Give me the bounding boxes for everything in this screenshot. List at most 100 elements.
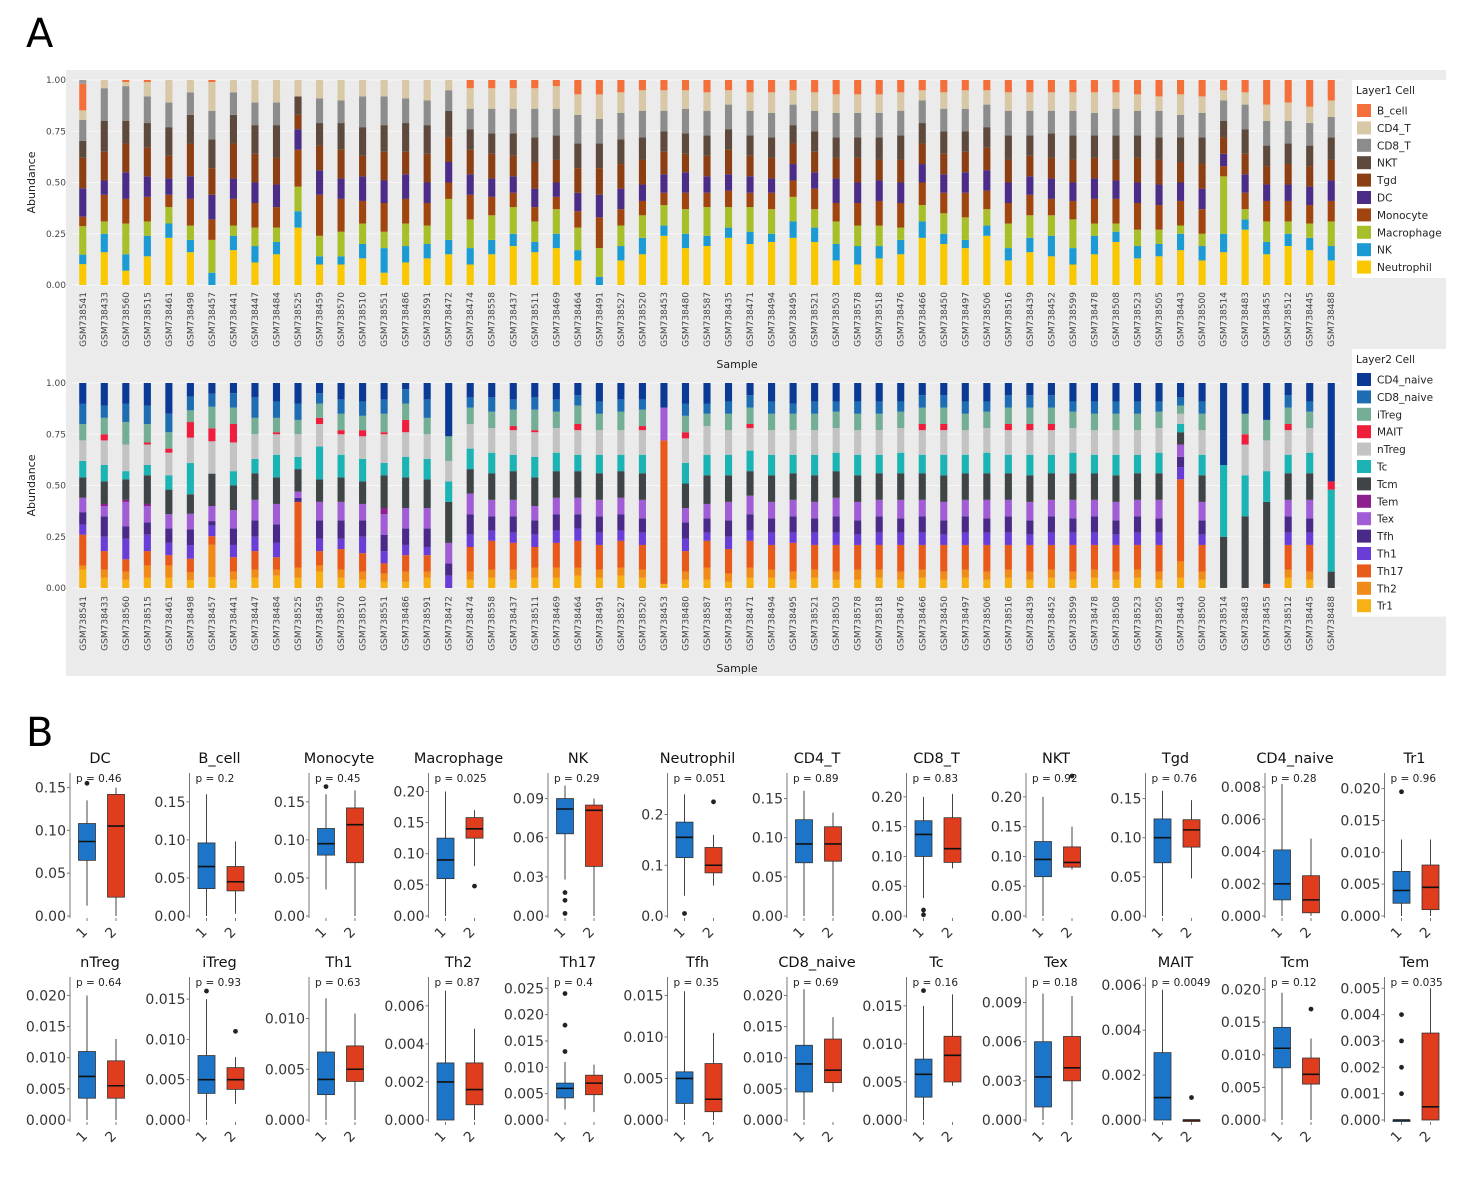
y-tick-label: 0.00 [46,281,66,291]
bar-segment-Tcm [315,479,324,502]
bar-segment-Th17 [1263,583,1271,588]
bar-segment-CD4_T [423,80,431,101]
bar-GSM738591 [423,383,431,588]
bar-segment-Neutrophil [811,241,819,285]
bar-segment-NKT [638,137,646,160]
bar-segment-Tgd [638,159,646,185]
bar-segment-Macrophage [724,207,733,228]
bar-segment-Tfh [509,516,517,533]
y-tick-label: 0.75 [46,430,66,440]
bar-segment-Tr1 [875,577,883,588]
bar-segment-CD4_naive [983,383,991,402]
bar-segment-Th2 [79,565,87,570]
x-tick-label: GSM738587 [703,292,713,347]
bar-segment-Macrophage [811,209,819,228]
bar-segment-Tc [552,452,560,472]
bar-segment-Tcm [509,471,517,500]
bar-segment-CD4_T [574,94,582,115]
bar-GSM738541 [79,80,87,285]
bar-segment-B_cell [1069,80,1077,93]
bar-segment-CD4_naive [595,383,603,402]
bar-segment-Th1 [1155,532,1163,545]
bar-segment-MAIT [918,424,926,431]
bar-segment-CD8_naive [79,403,87,424]
y-tick-label: 0.15 [154,795,185,811]
bar-segment-Tex [337,501,345,521]
bar-segment-Tgd [832,157,840,179]
bar-segment-Monocyte [875,200,883,226]
outlier-point [562,910,568,916]
bar-segment-Tc [595,454,603,474]
bar-segment-Th1 [574,528,582,541]
y-tick-label: 0.002 [384,1075,424,1091]
bar-segment-NK [315,256,324,265]
bar-segment-CD8_naive [1112,401,1120,414]
y-tick-label: 0.10 [154,833,185,849]
bar-segment-Tgd [854,157,862,183]
panel-label-b: B [26,710,53,756]
bar-segment-Tr1 [1133,577,1142,588]
bar-segment-MAIT [380,432,388,435]
bar-segment-Tc [811,454,819,476]
bar-GSM738497 [961,383,969,588]
bar-segment-Monocyte [402,198,410,224]
y-tick-label: 0.05 [752,870,783,886]
bar-segment-CD8_naive [1133,401,1142,414]
bar-segment-CD4_naive [961,383,969,402]
bar-segment-CD8_T [768,112,776,138]
bar-segment-Tex [746,495,754,515]
p-value: p = 0.16 [913,977,959,989]
x-tick-label: GSM738469 [552,292,562,347]
bar-segment-CD4_T [1047,92,1055,111]
bar-segment-CD4_T [961,90,969,109]
x-tick-label: 2 [102,924,120,942]
y-tick-label: 0.15 [393,816,424,832]
bar-segment-Th17 [961,544,969,570]
bar-segment-NKT [854,137,862,158]
bar-segment-Th2 [746,567,754,578]
y-tick-label: 0.020 [504,1008,544,1024]
bar-GSM738450 [940,80,948,285]
bar-segment-MAIT [1026,424,1034,431]
bar-segment-Th2 [1026,571,1034,580]
bar-segment-CD8_T [897,110,905,136]
bar-segment-Macrophage [1306,223,1314,238]
bar-GSM738447 [251,383,259,588]
bar-segment-Tcm [1263,501,1271,584]
x-tick-label: 2 [1297,924,1315,942]
bar-segment-MAIT [1284,424,1292,431]
legend-label: Tc [1376,462,1388,474]
bar-segment-CD4_naive [466,383,474,398]
outlier-point [562,897,568,903]
bar-segment-B_cell [617,80,625,93]
box-group-1 [317,828,335,856]
bar-segment-CD4_naive [768,383,776,402]
bar-segment-Tcm [531,477,539,506]
bar-segment-nTreg [940,430,948,455]
legend-swatch [1357,529,1371,543]
bar-segment-Monocyte [811,188,819,210]
bar-segment-Tex [552,497,560,515]
y-tick-label: 0.010 [1340,845,1380,861]
bar-segment-Tc [746,450,754,472]
y-tick-label: 0.006 [1221,812,1261,828]
bar-GSM738439 [1026,80,1034,285]
box-group-1 [1392,870,1411,904]
bar-GSM738486 [402,80,410,285]
bar-GSM738435 [724,80,733,285]
x-tick-label: GSM738466 [918,292,928,347]
bar-segment-Tcm [1047,473,1055,500]
bar-segment-CD4_T [531,88,539,109]
bar-segment-Monocyte [1327,200,1335,222]
x-tick-label: GSM738515 [143,596,153,651]
bar-segment-Th2 [509,569,517,580]
bar-segment-Tex [1198,501,1206,521]
y-tick-label: 0.000 [384,1113,424,1129]
bar-segment-Th1 [897,532,905,545]
bar-segment-iTreg [1004,407,1012,424]
p-value: p = 0.96 [1391,773,1437,785]
bar-segment-NK [595,276,603,285]
bar-segment-Th17 [746,540,754,568]
